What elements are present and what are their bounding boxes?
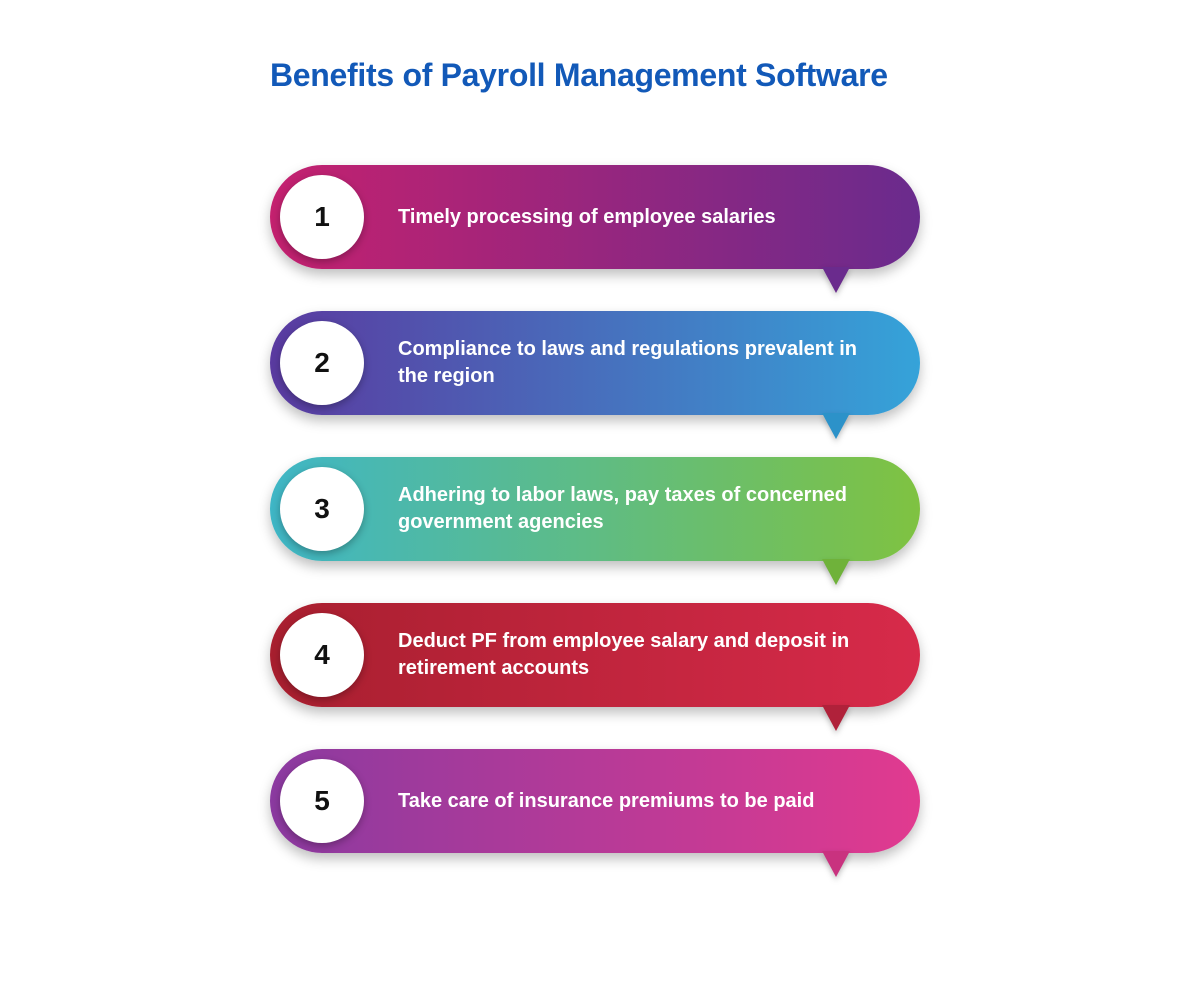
benefit-number: 3 [314,493,330,525]
benefit-number-circle: 1 [280,175,364,259]
benefit-label: Deduct PF from employee salary and depos… [398,628,880,682]
benefit-label: Timely processing of employee salaries [398,204,776,231]
benefit-number: 2 [314,347,330,379]
chevron-down-icon [822,413,850,439]
benefit-number-circle: 5 [280,759,364,843]
benefit-item-3: 3 Adhering to labor laws, pay taxes of c… [270,457,920,561]
benefit-item-5: 5 Take care of insurance premiums to be … [270,749,920,853]
benefit-number: 5 [314,785,330,817]
benefit-label: Take care of insurance premiums to be pa… [398,788,814,815]
benefit-list: 1 Timely processing of employee salaries… [270,165,920,895]
benefit-number-circle: 2 [280,321,364,405]
benefit-number-circle: 3 [280,467,364,551]
benefit-number: 4 [314,639,330,671]
benefit-pill: 2 Compliance to laws and regulations pre… [270,311,920,415]
benefit-pill: 3 Adhering to labor laws, pay taxes of c… [270,457,920,561]
benefit-number-circle: 4 [280,613,364,697]
benefit-pill: 1 Timely processing of employee salaries [270,165,920,269]
benefit-item-4: 4 Deduct PF from employee salary and dep… [270,603,920,707]
benefit-item-2: 2 Compliance to laws and regulations pre… [270,311,920,415]
benefit-label: Adhering to labor laws, pay taxes of con… [398,482,880,536]
benefit-pill: 5 Take care of insurance premiums to be … [270,749,920,853]
chevron-down-icon [822,705,850,731]
infographic-container: Benefits of Payroll Management Software … [270,55,920,895]
benefit-pill: 4 Deduct PF from employee salary and dep… [270,603,920,707]
benefit-item-1: 1 Timely processing of employee salaries [270,165,920,269]
benefit-label: Compliance to laws and regulations preva… [398,336,880,390]
chevron-down-icon [822,559,850,585]
page-title: Benefits of Payroll Management Software [270,55,920,95]
benefit-number: 1 [314,201,330,233]
chevron-down-icon [822,267,850,293]
chevron-down-icon [822,851,850,877]
